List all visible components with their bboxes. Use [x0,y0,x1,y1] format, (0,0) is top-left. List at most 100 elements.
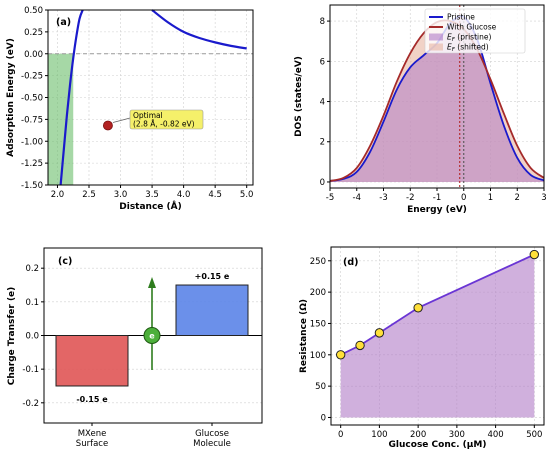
panel-a-xtick-label: 3.0 [114,190,128,200]
panel-d-ytick-label: 150 [310,319,326,329]
panel-b-ytick-label: 8 [320,17,325,27]
panel-c-bar [55,335,129,387]
panel-b-xtick-label: 0 [461,193,466,203]
panel-a-label: (a) [56,17,71,28]
panel-b-ytick-label: 4 [320,98,325,108]
panel-a-optimal-marker [103,120,113,131]
panel-d-ytick-label: 250 [310,257,326,267]
panel-c-category-label: Molecule [193,439,231,449]
panel-a-annotation-box [129,109,204,130]
panel-c: -0.15 e +0.15 e e 0.2 0.1 0.0 -0.1 -0.2 MXene… [7,247,263,449]
panel-c-bar-value-label: +0.15 e [195,272,230,281]
panel-c-electron-symbol: e [149,332,155,341]
panel-b-ylabel: DOS (states/eV) [294,56,304,137]
panel-a-xtick-label: 4.0 [177,190,191,200]
panel-b-ytick-label: 6 [320,57,325,67]
panel-a-annotation-arrow [112,117,131,123]
panel-c-label: (c) [58,256,72,267]
panel-c-ylabel: Charge Transfer (e) [7,287,17,386]
panel-d-xtick-label: 0 [338,430,343,440]
panel-d-marker [413,303,423,313]
panel-a-optimal-point [103,120,113,131]
panel-d-ylabel: Resistance (Ω) [299,299,309,373]
panel-b-xtick-label: 3 [541,193,546,203]
panel-b-yticks: 0 2 4 6 8 [320,17,330,188]
panel-a-series [59,9,247,186]
panel-c-bar-value-label: -0.15 e [76,395,108,404]
panel-a-ytick-label: 0.50 [24,6,43,16]
panel-d-series [335,249,540,360]
panel-a-curve [151,9,247,50]
panel-d-marker [374,328,385,338]
panel-a-axes-frame [47,9,254,186]
panel-b-fills [330,16,544,182]
panel-b-ytick-label: 0 [320,178,325,188]
panel-a-ytick-label: -1.50 [21,181,43,191]
panel-d-marker [529,249,540,260]
panel-a-xtick-label: 5.0 [240,190,254,200]
panel-a-ytick-label: 0.00 [24,50,43,60]
panel-a-ytick-label: -0.50 [21,94,43,104]
panel-c-arrow-head [148,277,156,288]
panel-b-legend-box [424,8,526,54]
panel-a-ytick-label: -0.75 [21,115,43,125]
panel-d-xtick-label: 100 [371,430,387,440]
panel-b-legend-swatch [429,43,443,51]
panel-a-xtick-label: 2.0 [51,190,65,200]
panel-c-category-label: Glucose [195,429,229,439]
panel-a-annotation-text: (2.8 Å, -0.82 eV) [133,120,195,129]
panel-d-xlabel: Glucose Conc. (μM) [389,440,487,450]
panel-a-xtick-label: 3.5 [145,190,159,200]
panel-b-xticks: -5 -4 -3 -2 -1 0 1 2 3 [326,188,547,203]
panel-d-marker [335,350,346,360]
panel-c-yticks: 0.2 0.1 0.0 -0.1 -0.2 [22,264,44,409]
panel-c-category-label: Surface [76,439,108,449]
panel-d-xtick-label: 200 [410,430,426,440]
panel-b-legend-label: With Glucose [447,23,497,32]
panel-c-ytick-label: 0.2 [25,264,39,274]
panel-a-ytick-label: 0.25 [24,28,43,38]
panel-d-ytick-label: 50 [315,382,326,392]
panel-b-dos-fill [330,16,544,182]
panel-b-xtick-label: -4 [353,193,361,203]
panel-d-label: (d) [343,257,358,268]
panel-c-bars: -0.15 e +0.15 e [55,272,249,404]
panel-d-xticks: 0 100 200 300 400 500 [338,425,542,440]
panel-b-legend-swatch [429,33,443,41]
panel-b-legend-label: EF (pristine) [447,33,491,44]
panel-c-bar [175,284,249,336]
panel-a-attractive-region [48,53,74,185]
panel-a: Optimal(2.8 Å, -0.82 eV) 2.0 2.5 3.0 3.5 4.0… [6,6,254,212]
panel-c-ytick-label: 0.1 [25,298,39,308]
panel-a-shade [48,53,74,185]
panel-d-ytick-label: 100 [310,351,326,361]
electron-transfer-arrow-icon: e [143,277,161,370]
panel-a-annotation-text: Optimal [133,111,163,120]
panel-d-axes-frame [330,246,545,426]
panel-c-ytick-label: -0.2 [22,399,39,409]
panel-b-xtick-label: -5 [326,193,334,203]
panel-b-legend-label: EF (shifted) [447,43,489,54]
panel-d-marker [355,340,365,351]
panel-d-ytick-label: 0 [321,413,326,423]
panel-c-electron-circle [143,327,161,344]
panel-a-yticks: 0.50 0.25 0.00 -0.25 -0.50 -0.75 -1.00 -1.25 -1.… [21,6,48,191]
panel-a-ylabel: Adsorption Energy (eV) [6,38,16,157]
panel-d-area [340,254,535,418]
panel-d-area-fill [340,254,535,418]
panel-b-legend-label: Pristine [447,13,475,22]
panel-b-ytick-label: 2 [320,138,325,148]
panel-d-xtick-label: 500 [526,430,542,440]
panel-c-category-label: MXene [78,429,107,439]
panel-b-xtick-label: -2 [406,193,414,203]
panel-d-xtick-label: 400 [487,430,503,440]
panel-a-curve [59,9,84,186]
panel-a-xlabel: Distance (Å) [119,201,181,212]
panel-d-xtick-label: 300 [449,430,465,440]
panel-a-ytick-label: -1.25 [21,159,43,169]
panel-a-grid [48,9,253,186]
panel-a-ytick-label: -1.00 [21,137,43,147]
